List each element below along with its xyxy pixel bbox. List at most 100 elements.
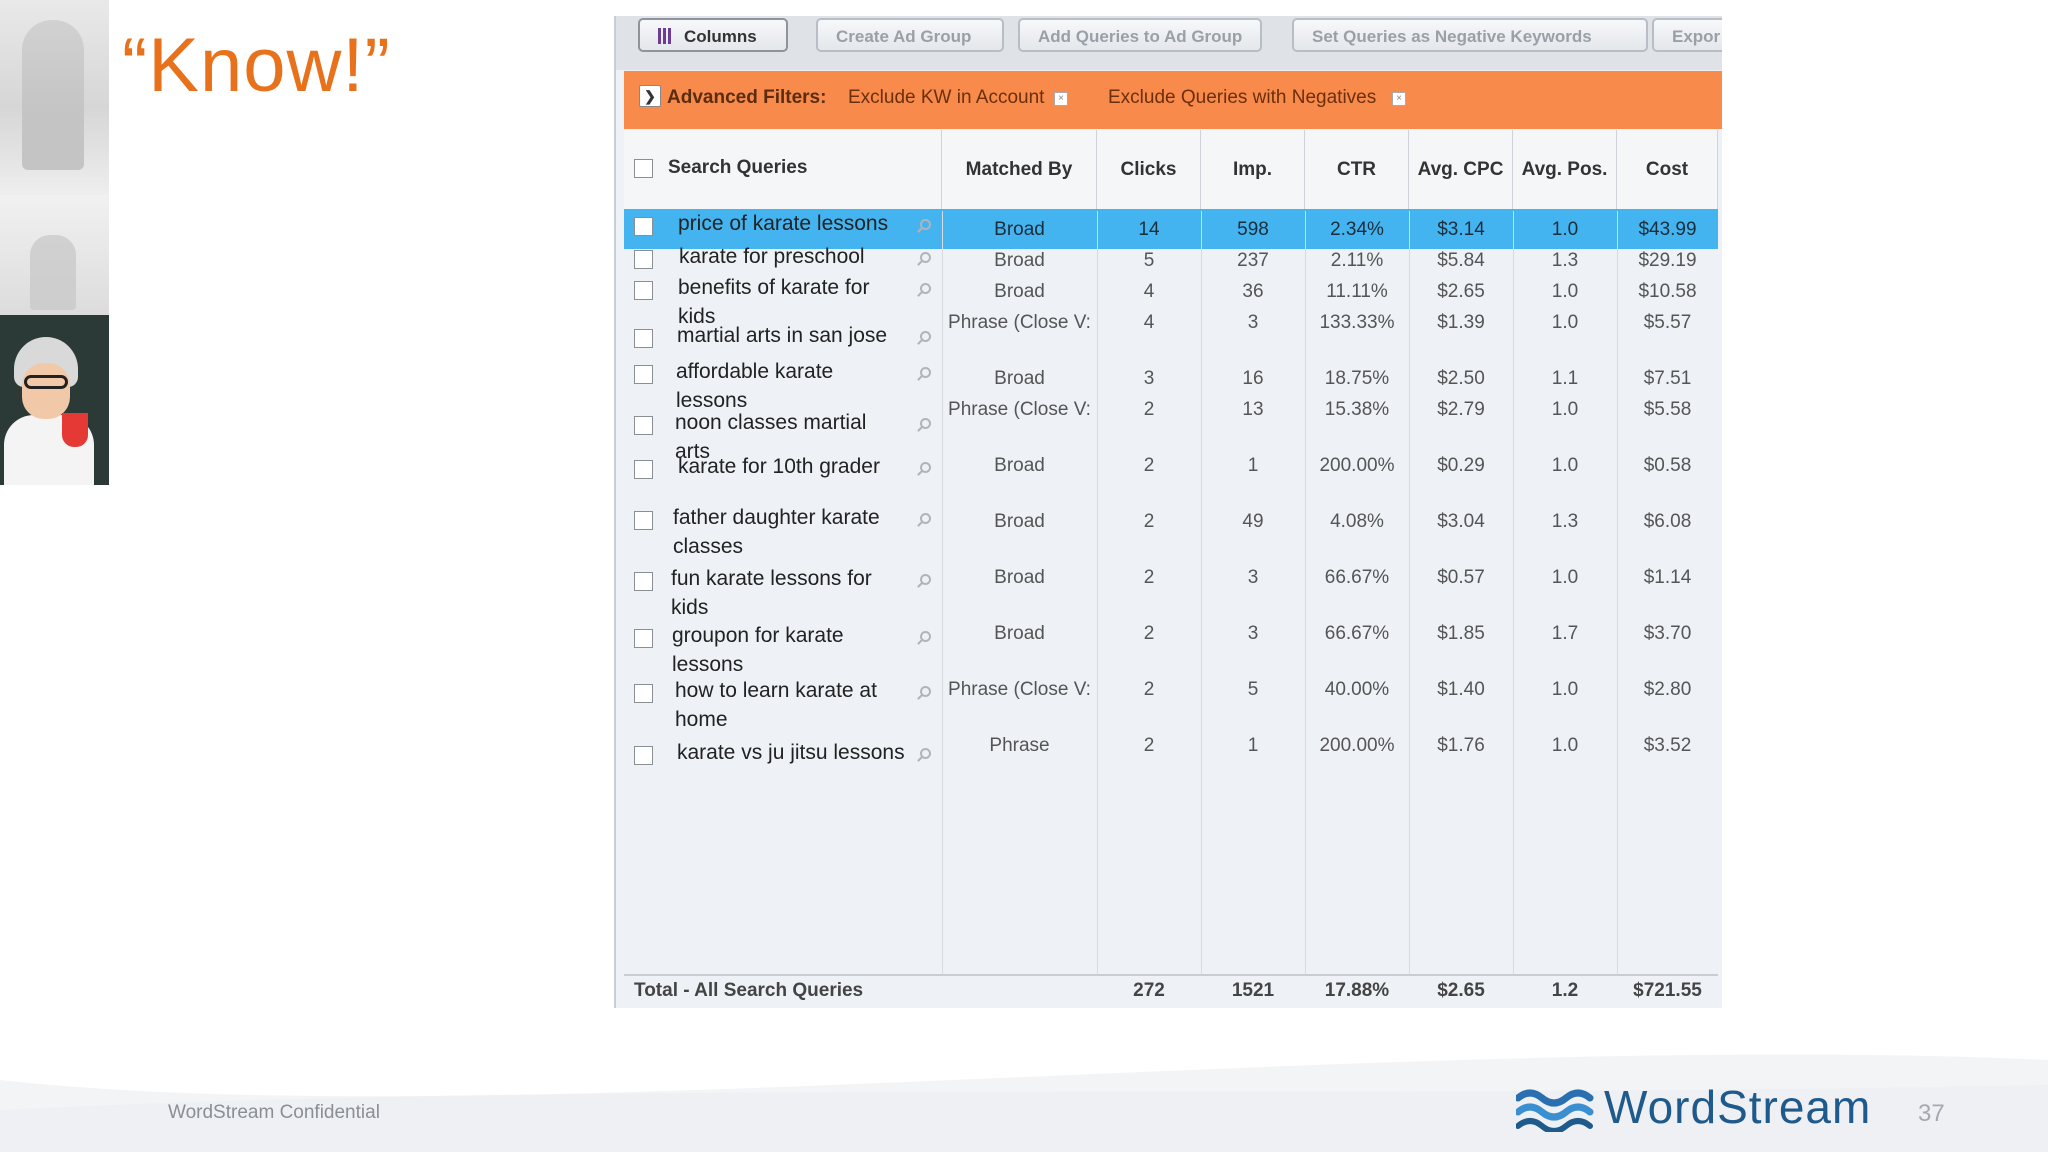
cell-clicks: 2	[1143, 399, 1155, 420]
col-clicks[interactable]: Clicks	[1097, 130, 1201, 210]
remove-filter-negatives-icon[interactable]: ×	[1392, 92, 1406, 106]
table-header: Search Queries Matched By Clicks Imp. CT…	[624, 130, 1718, 211]
cell-pos: 1.0	[1551, 679, 1579, 700]
query-text[interactable]: groupon for karate lessons	[672, 624, 844, 676]
cell-pos: 1.0	[1551, 399, 1579, 420]
filter-exclude-kw: Exclude KW in Account	[848, 87, 1045, 108]
export-button[interactable]: Expor	[1652, 18, 1722, 52]
cell-cpc: $5.84	[1437, 250, 1485, 271]
cell-matched: Phrase (Close V:	[948, 679, 1091, 700]
wordstream-wave-icon	[1516, 1089, 1594, 1132]
query-text[interactable]: benefits of karate for kids	[678, 276, 870, 328]
query-text[interactable]: noon classes martial arts	[675, 411, 867, 463]
totals-avg-cpc: $2.65	[1437, 980, 1485, 1001]
cell-matched: Broad	[994, 281, 1045, 302]
photo-scientist-kid	[0, 315, 109, 485]
row-checkbox[interactable]	[634, 572, 653, 591]
cell-matched: Broad	[994, 623, 1045, 644]
row-checkbox[interactable]	[634, 281, 653, 300]
search-preview-icon[interactable]	[920, 748, 931, 759]
col-impressions[interactable]: Imp.	[1201, 130, 1305, 210]
totals-clicks: 272	[1133, 980, 1165, 1001]
selected-row-highlight	[624, 209, 1718, 249]
cell-clicks: 2	[1143, 567, 1155, 588]
query-text[interactable]: how to learn karate at home	[675, 679, 877, 731]
cell-cpc: $3.14	[1437, 219, 1485, 240]
cell-matched: Phrase	[989, 735, 1050, 756]
set-negative-keywords-button[interactable]: Set Queries as Negative Keywords	[1292, 18, 1648, 52]
search-preview-icon[interactable]	[920, 513, 931, 524]
query-text[interactable]: karate vs ju jitsu lessons	[677, 741, 905, 764]
expand-filters-icon[interactable]: ❯	[639, 85, 661, 107]
create-ad-group-button[interactable]: Create Ad Group	[816, 18, 1004, 52]
search-preview-icon[interactable]	[920, 367, 931, 378]
search-preview-icon[interactable]	[920, 418, 931, 429]
cell-matched: Broad	[994, 567, 1045, 588]
query-text[interactable]: affordable karate lessons	[676, 360, 834, 412]
cell-cost: $7.51	[1643, 368, 1692, 389]
cell-cpc: $2.50	[1437, 368, 1485, 389]
cell-impr: 598	[1237, 219, 1269, 240]
row-checkbox[interactable]	[634, 629, 653, 648]
add-queries-button[interactable]: Add Queries to Ad Group	[1018, 18, 1262, 52]
cell-impr: 3	[1247, 312, 1259, 333]
row-checkbox[interactable]	[634, 460, 653, 479]
cell-cost: $29.19	[1638, 250, 1697, 271]
query-text[interactable]: karate for preschool	[679, 245, 865, 268]
cell-cpc: $0.57	[1437, 567, 1485, 588]
search-preview-icon[interactable]	[920, 462, 931, 473]
col-ctr[interactable]: CTR	[1305, 130, 1409, 210]
search-preview-icon[interactable]	[920, 219, 931, 230]
remove-filter-kw-icon[interactable]: ×	[1054, 92, 1068, 106]
query-text[interactable]: father daughter karate classes	[673, 506, 880, 558]
row-checkbox[interactable]	[634, 329, 653, 348]
cell-pos: 1.1	[1551, 368, 1579, 389]
select-all-checkbox[interactable]	[634, 159, 653, 178]
query-text[interactable]: fun karate lessons for kids	[671, 567, 872, 619]
cell-cost: $3.70	[1643, 623, 1692, 644]
cell-matched: Broad	[994, 250, 1045, 271]
wordstream-logo: WordStream	[1516, 1081, 1870, 1138]
row-checkbox[interactable]	[634, 217, 653, 236]
search-preview-icon[interactable]	[920, 631, 931, 642]
col-search-queries[interactable]: Search Queries	[624, 130, 942, 210]
cell-matched: Phrase (Close V:	[948, 312, 1091, 333]
cell-cost: $3.52	[1643, 735, 1692, 756]
search-preview-icon[interactable]	[920, 252, 931, 263]
search-preview-icon[interactable]	[920, 283, 931, 294]
cell-clicks: 2	[1143, 455, 1155, 476]
cell-cpc: $1.85	[1437, 623, 1485, 644]
col-cost[interactable]: Cost	[1617, 130, 1718, 210]
cell-pos: 1.3	[1551, 250, 1579, 271]
cell-clicks: 5	[1143, 250, 1155, 271]
row-checkbox[interactable]	[634, 511, 653, 530]
columns-button[interactable]: Columns	[638, 18, 788, 52]
search-preview-icon[interactable]	[920, 574, 931, 585]
cell-impr: 237	[1237, 250, 1269, 271]
col-avg-cpc[interactable]: Avg. CPC	[1409, 130, 1513, 210]
cell-cpc: $2.65	[1437, 281, 1485, 302]
row-checkbox[interactable]	[634, 684, 653, 703]
row-checkbox[interactable]	[634, 416, 653, 435]
query-text[interactable]: price of karate lessons	[678, 212, 889, 235]
cell-ctr: 133.33%	[1319, 312, 1395, 333]
cell-impr: 13	[1242, 399, 1264, 420]
search-preview-icon[interactable]	[920, 686, 931, 697]
col-matched-by[interactable]: Matched By	[942, 130, 1097, 210]
query-text[interactable]: karate for 10th grader	[678, 455, 880, 478]
cell-matched: Broad	[994, 455, 1045, 476]
totals-impressions: 1521	[1231, 980, 1275, 1001]
search-query-report: Columns Create Ad Group Add Queries to A…	[614, 16, 1722, 1008]
cell-matched: Broad	[994, 219, 1045, 240]
cell-impr: 3	[1247, 567, 1259, 588]
cell-clicks: 4	[1143, 312, 1155, 333]
totals-label: Total - All Search Queries	[634, 980, 864, 1001]
col-avg-pos[interactable]: Avg. Pos.	[1513, 130, 1617, 210]
row-checkbox[interactable]	[634, 250, 653, 269]
totals-ctr: 17.88%	[1324, 980, 1390, 1001]
search-preview-icon[interactable]	[920, 331, 931, 342]
query-text[interactable]: martial arts in san jose	[677, 324, 888, 347]
row-checkbox[interactable]	[634, 746, 653, 765]
cell-cost: $5.57	[1643, 312, 1692, 333]
row-checkbox[interactable]	[634, 365, 653, 384]
